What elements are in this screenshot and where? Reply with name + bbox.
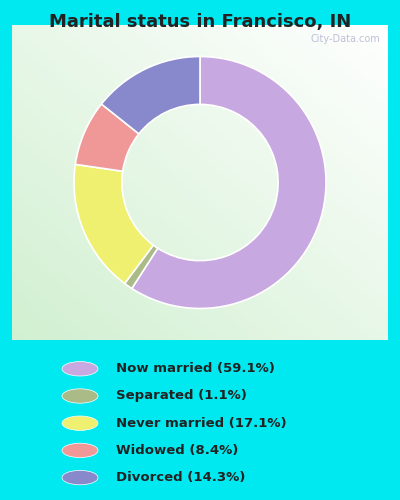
Text: Now married (59.1%): Now married (59.1%) <box>116 362 275 376</box>
Circle shape <box>62 470 98 485</box>
Text: City-Data.com: City-Data.com <box>311 34 380 44</box>
Circle shape <box>62 362 98 376</box>
Circle shape <box>62 443 98 458</box>
Wedge shape <box>132 56 326 308</box>
Wedge shape <box>75 104 139 171</box>
Wedge shape <box>125 245 158 288</box>
Text: Separated (1.1%): Separated (1.1%) <box>116 390 247 402</box>
Circle shape <box>62 389 98 403</box>
Text: Divorced (14.3%): Divorced (14.3%) <box>116 471 245 484</box>
Circle shape <box>62 416 98 430</box>
Text: Widowed (8.4%): Widowed (8.4%) <box>116 444 238 457</box>
Wedge shape <box>74 164 153 284</box>
Text: Never married (17.1%): Never married (17.1%) <box>116 416 287 430</box>
Wedge shape <box>102 56 200 134</box>
Text: Marital status in Francisco, IN: Marital status in Francisco, IN <box>49 14 351 32</box>
